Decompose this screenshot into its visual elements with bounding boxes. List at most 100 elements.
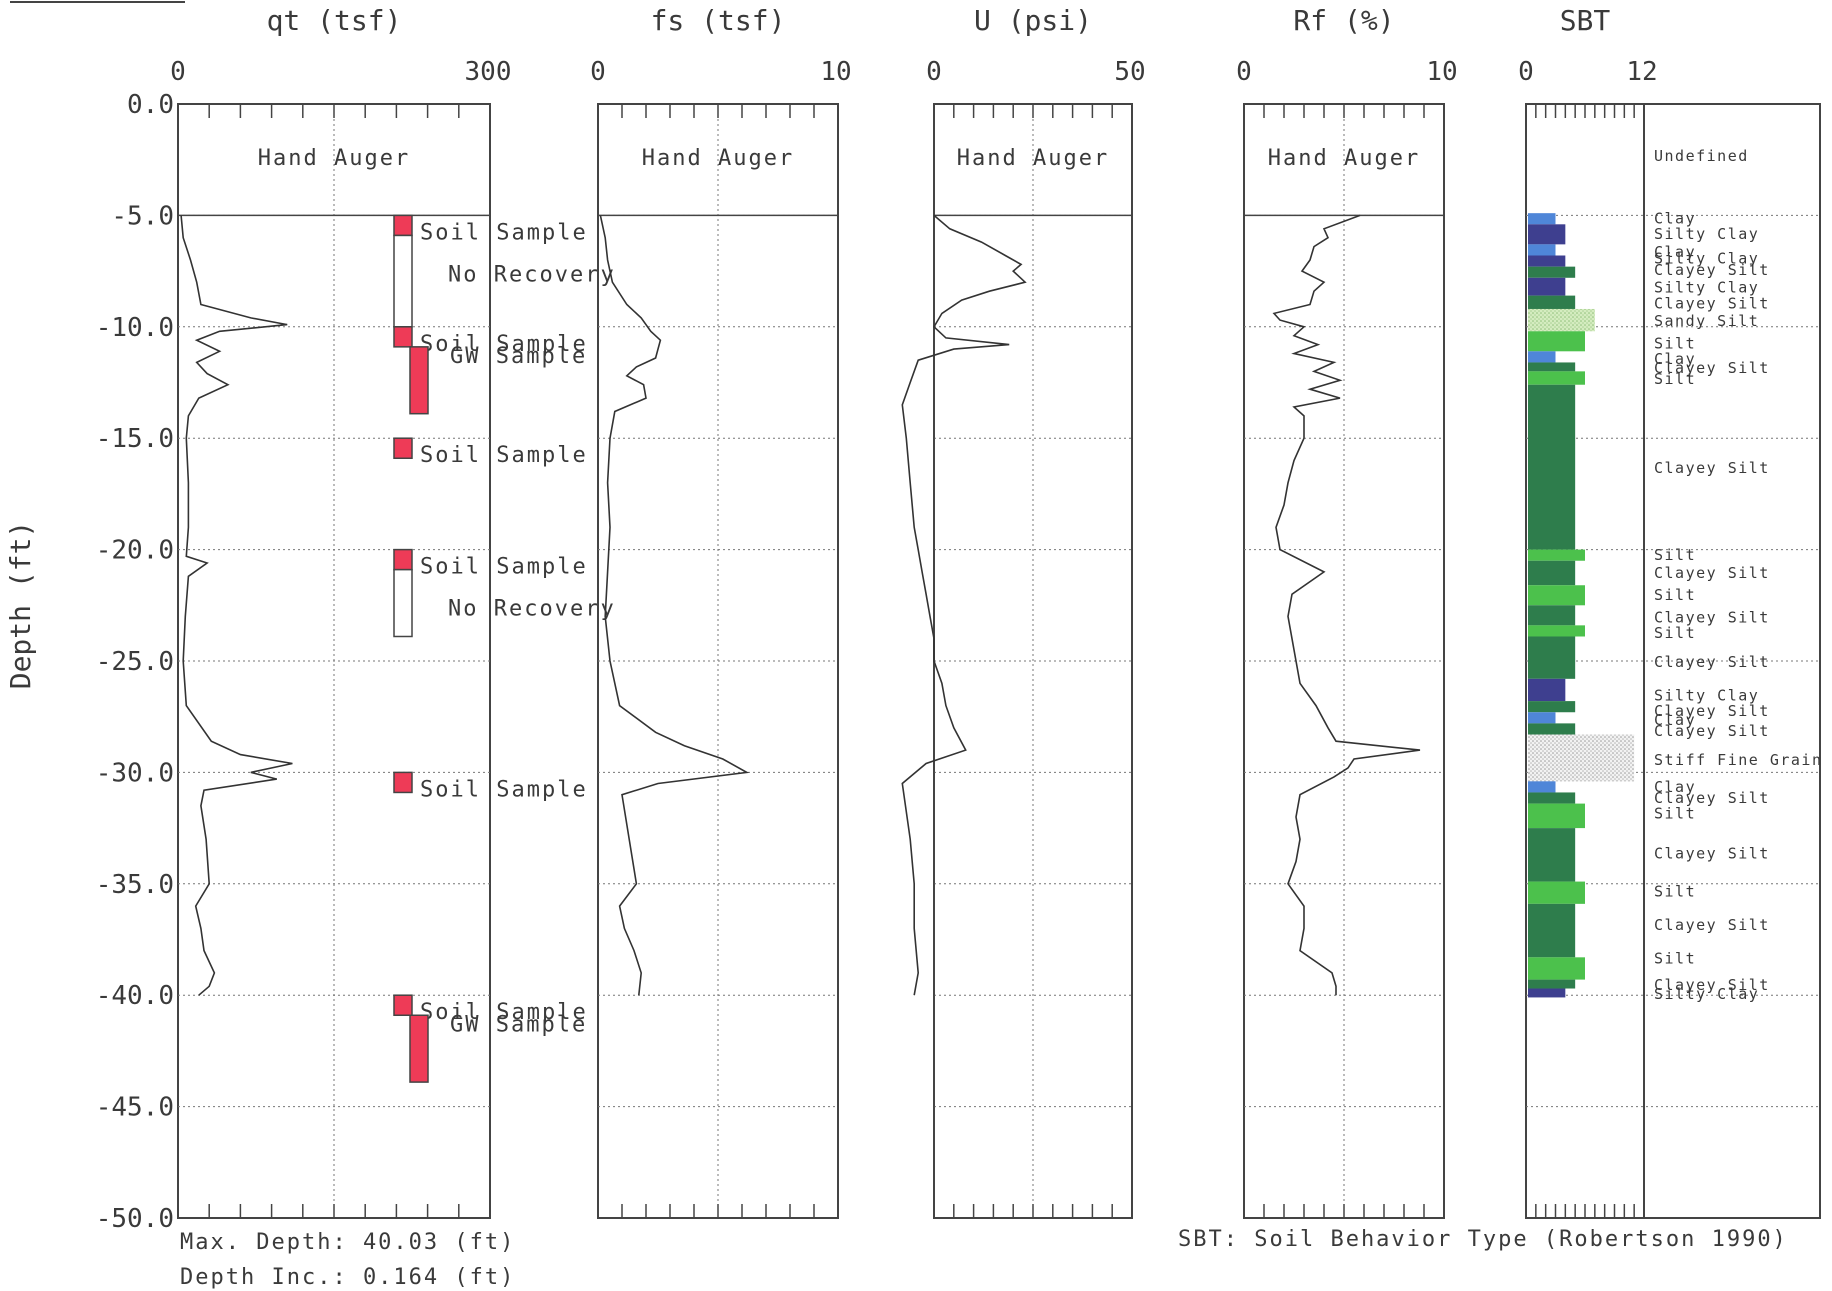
sample-label: GW Sample	[450, 1012, 587, 1037]
sbt-label: Clay	[1654, 778, 1696, 796]
sbt-label: Silt	[1654, 624, 1696, 642]
panel-qt: qt (tsf) 0 300 Hand Auger Soil Sample No Reco…	[170, 4, 614, 1219]
sbt-layer	[1528, 678, 1566, 702]
sbt-layer	[1528, 625, 1585, 637]
sample-label: Soil Sample	[420, 1000, 588, 1025]
sbt-label: Clayey Silt	[1654, 845, 1770, 863]
sbt-label: Clayey Silt	[1654, 261, 1770, 279]
series-line-u	[901, 214, 1027, 996]
sbt-layer	[1528, 244, 1556, 256]
y-tick-label: -40.0	[96, 981, 174, 1011]
x-tick-max: 10	[820, 57, 851, 87]
sample-label: Soil Sample	[420, 332, 588, 357]
y-tick-label: -15.0	[96, 424, 174, 454]
y-axis-label: Depth (ft)	[4, 521, 37, 690]
y-tick-label: -20.0	[96, 536, 174, 566]
sbt-layer	[1528, 213, 1556, 225]
panel-title: U (psi)	[974, 4, 1092, 37]
sbt-label: Silt	[1654, 882, 1696, 900]
x-tick-min: 0	[1236, 57, 1252, 87]
sample-label: Soil Sample	[420, 777, 588, 802]
x-tick-min: 0	[590, 57, 606, 87]
sbt-label: Clay	[1654, 243, 1696, 261]
sbt-layer	[1528, 988, 1566, 998]
sample-box	[409, 1014, 429, 1083]
x-tick-min: 0	[1518, 57, 1534, 87]
sbt-label: Clayey Silt	[1654, 702, 1770, 720]
panel-title: fs (tsf)	[651, 4, 786, 37]
sbt-layer	[1528, 549, 1585, 561]
sample-label: Soil Sample	[420, 555, 588, 580]
sbt-layer	[1528, 828, 1576, 882]
sbt-layer	[1528, 803, 1585, 829]
sbt-label: Clay	[1654, 210, 1696, 228]
sbt-layer	[1528, 277, 1566, 296]
max-depth-note: Max. Depth: 40.03 (ft)	[180, 1230, 515, 1255]
predrill-label: Hand Auger	[642, 146, 794, 171]
sbt-label: Silt	[1654, 805, 1696, 823]
sbt-label: Clayey Silt	[1654, 359, 1770, 377]
sbt-layer	[1528, 384, 1576, 550]
sbt-layer	[1528, 331, 1585, 352]
sample-box	[393, 548, 413, 571]
sbt-label: Silty Clay	[1654, 985, 1759, 1003]
sbt-layer	[1528, 605, 1576, 626]
sbt-layer	[1528, 351, 1556, 363]
depth-inc-note: Depth Inc.: 0.164 (ft)	[180, 1265, 515, 1290]
sbt-label: Clayey Silt	[1654, 653, 1770, 671]
sbt-label: Clayey Silt	[1654, 722, 1770, 740]
sbt-layer	[1528, 224, 1566, 245]
sbt-layer	[1528, 362, 1576, 372]
sample-box	[409, 346, 429, 415]
series-line-rf	[1272, 214, 1421, 996]
sbt-layer	[1528, 723, 1576, 735]
sbt-layer	[1528, 255, 1566, 267]
sbt-label: Silt	[1654, 546, 1696, 564]
sbt-layer	[1528, 701, 1576, 713]
sbt-label: Silt	[1654, 586, 1696, 604]
sbt-layer	[1528, 712, 1556, 724]
sbt-layer	[1528, 560, 1576, 586]
sbt-label: Silty Clay	[1654, 279, 1759, 297]
sample-box	[393, 326, 413, 348]
panel-rf: Rf (%) 0 10 Hand Auger	[1236, 4, 1458, 1219]
sbt-label: Clay	[1654, 350, 1696, 368]
sbt-layer	[1528, 792, 1576, 804]
sample-box	[393, 234, 413, 328]
y-tick-label: -10.0	[96, 313, 174, 343]
panel-title: Rf (%)	[1293, 4, 1394, 37]
predrill-label: Hand Auger	[957, 146, 1109, 171]
panels: qt (tsf) 0 300 Hand Auger Soil Sample No Reco…	[170, 4, 1821, 1219]
sbt-layer	[1528, 295, 1576, 309]
y-tick-label: -25.0	[96, 647, 174, 677]
sbt-label: Silt	[1654, 334, 1696, 352]
series-line-fs	[599, 215, 750, 996]
sbt-note: SBT: Soil Behavior Type (Robertson 1990)	[1178, 1227, 1788, 1252]
sample-label: Soil Sample	[420, 220, 588, 245]
sample-box	[393, 437, 413, 460]
sbt-layer	[1528, 734, 1635, 782]
y-tick-label: -50.0	[96, 1204, 174, 1234]
sbt-layer	[1528, 979, 1576, 989]
y-tick-label: -35.0	[96, 870, 174, 900]
sbt-label: Clayey Silt	[1654, 916, 1770, 934]
sbt-label: Clayey Silt	[1654, 564, 1770, 582]
sbt-label: Sandy Silt	[1654, 312, 1759, 330]
sbt-layer	[1528, 781, 1556, 793]
panel-fs: fs (tsf) 0 10 Hand Auger	[590, 4, 852, 1219]
sbt-label: Silty Clay	[1654, 686, 1759, 704]
sample-box	[393, 994, 413, 1017]
y-tick-label: 0.0	[127, 90, 174, 120]
sbt-label: Silty Clay	[1654, 225, 1759, 243]
sbt-layer	[1528, 881, 1585, 904]
predrill-label: Hand Auger	[258, 146, 410, 171]
sbt-label: Clayey Silt	[1654, 608, 1770, 626]
sbt-label: Silty Clay	[1654, 250, 1759, 268]
sbt-label: Clayey Silt	[1654, 294, 1770, 312]
panel-title: SBT	[1560, 4, 1611, 37]
sbt-layer	[1528, 957, 1585, 980]
panel-u: U (psi) 0 50 Hand Auger	[901, 4, 1146, 1219]
sbt-label: Silt	[1654, 949, 1696, 967]
